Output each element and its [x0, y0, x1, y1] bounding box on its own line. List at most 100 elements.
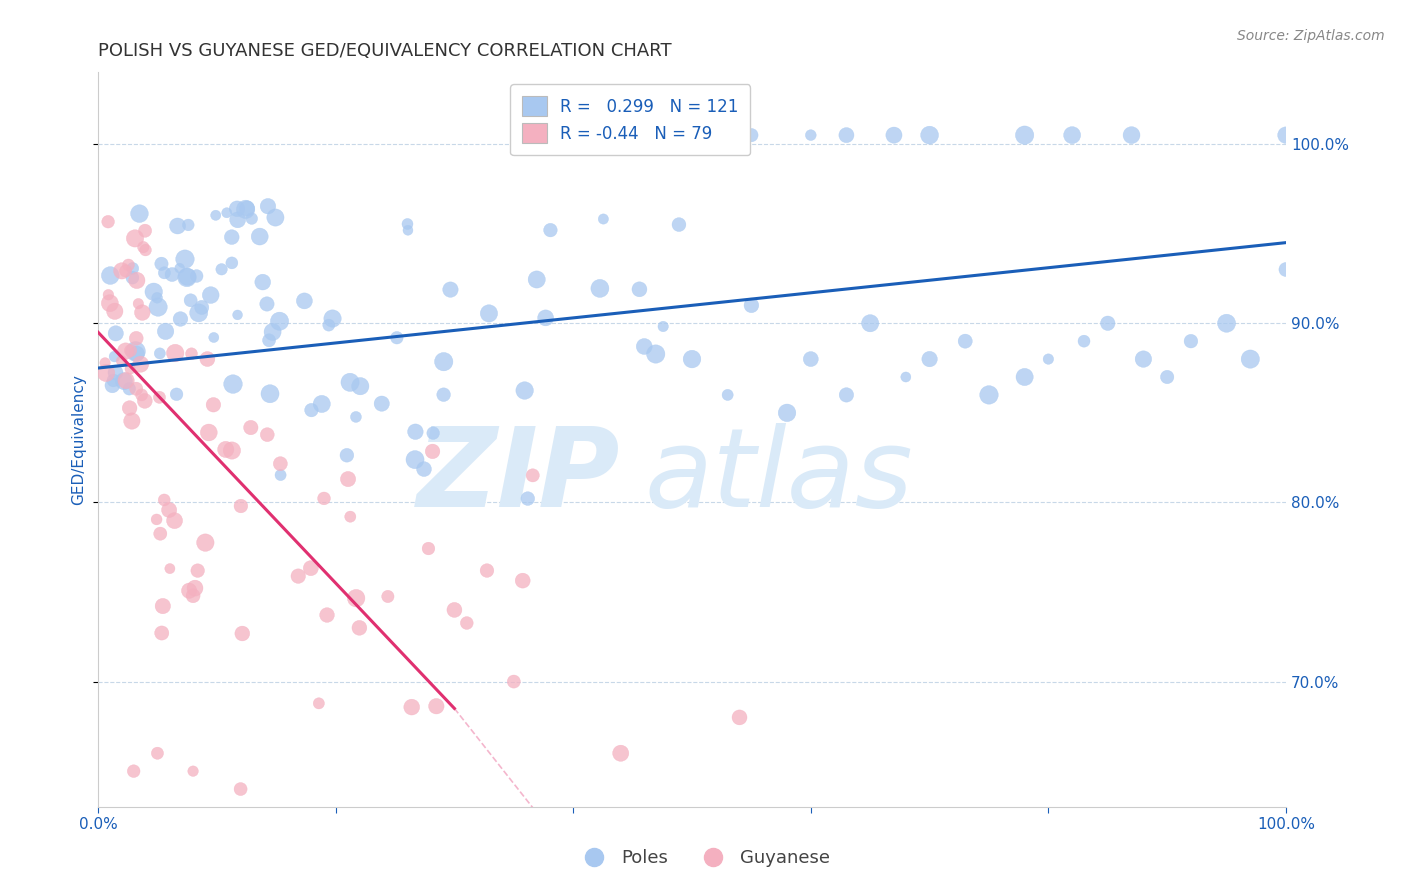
Point — [292, 293, 315, 308]
Point — [229, 782, 252, 797]
Point — [226, 202, 249, 216]
Point — [652, 319, 675, 334]
Point — [644, 347, 666, 361]
Point — [226, 308, 249, 322]
Point — [349, 621, 371, 635]
Point — [308, 697, 330, 711]
Point — [98, 296, 121, 310]
Point — [146, 300, 169, 314]
Point — [1275, 262, 1298, 277]
Point — [513, 384, 536, 398]
Point — [181, 764, 204, 779]
Point — [385, 331, 408, 345]
Point — [215, 206, 238, 220]
Point — [339, 509, 361, 524]
Point — [120, 362, 142, 376]
Point — [422, 444, 444, 458]
Point — [516, 491, 538, 506]
Point — [478, 306, 501, 320]
Point — [215, 442, 238, 457]
Point — [401, 700, 423, 714]
Point — [134, 224, 156, 238]
Legend: Poles, Guyanese: Poles, Guyanese — [568, 842, 838, 874]
Point — [425, 699, 447, 714]
Point — [149, 526, 172, 541]
Point — [127, 296, 149, 310]
Point — [344, 591, 367, 606]
Point — [146, 746, 169, 760]
Point — [1275, 128, 1298, 142]
Point — [1180, 334, 1202, 348]
Point — [456, 615, 478, 630]
Point — [1073, 334, 1095, 348]
Point — [169, 312, 191, 326]
Point — [433, 354, 456, 368]
Point — [316, 607, 339, 622]
Point — [204, 208, 226, 222]
Point — [152, 599, 174, 613]
Point — [337, 472, 360, 486]
Point — [1097, 316, 1119, 330]
Point — [132, 240, 155, 254]
Point — [377, 590, 399, 604]
Point — [371, 397, 394, 411]
Point — [512, 574, 534, 588]
Point — [955, 334, 977, 348]
Point — [111, 354, 134, 368]
Point — [704, 128, 727, 142]
Point — [198, 425, 221, 440]
Point — [311, 397, 333, 411]
Point — [1038, 352, 1060, 367]
Point — [121, 261, 143, 276]
Point — [413, 462, 436, 476]
Point — [195, 351, 218, 366]
Point — [226, 212, 249, 227]
Point — [194, 535, 217, 549]
Point — [211, 262, 233, 277]
Point — [312, 491, 335, 506]
Point — [1014, 128, 1036, 142]
Point — [101, 378, 124, 392]
Point — [835, 388, 858, 402]
Point — [180, 347, 202, 361]
Point — [240, 211, 263, 226]
Point — [344, 409, 367, 424]
Point — [104, 326, 127, 341]
Point — [396, 217, 419, 231]
Point — [526, 272, 548, 286]
Point — [322, 311, 344, 326]
Point — [122, 764, 145, 779]
Point — [236, 202, 259, 216]
Point — [124, 344, 146, 359]
Point — [153, 266, 176, 280]
Point — [235, 202, 257, 217]
Point — [121, 270, 143, 285]
Point — [200, 288, 222, 302]
Point — [125, 382, 148, 396]
Point — [169, 261, 191, 276]
Point — [256, 427, 278, 442]
Point — [221, 443, 243, 458]
Point — [883, 128, 905, 142]
Point — [190, 301, 212, 315]
Y-axis label: GED/Equivalency: GED/Equivalency — [72, 375, 86, 505]
Point — [186, 268, 208, 283]
Point — [502, 674, 524, 689]
Point — [157, 503, 180, 517]
Point — [134, 393, 156, 408]
Point — [128, 206, 150, 220]
Point — [418, 541, 440, 556]
Point — [534, 310, 557, 325]
Point — [103, 373, 125, 387]
Point — [155, 324, 177, 338]
Point — [269, 314, 291, 328]
Point — [117, 258, 139, 272]
Point — [153, 492, 176, 507]
Point — [159, 561, 181, 575]
Point — [118, 382, 141, 396]
Point — [131, 305, 153, 319]
Text: ZIP: ZIP — [418, 423, 620, 530]
Point — [160, 268, 183, 282]
Point — [166, 219, 188, 233]
Point — [318, 318, 340, 333]
